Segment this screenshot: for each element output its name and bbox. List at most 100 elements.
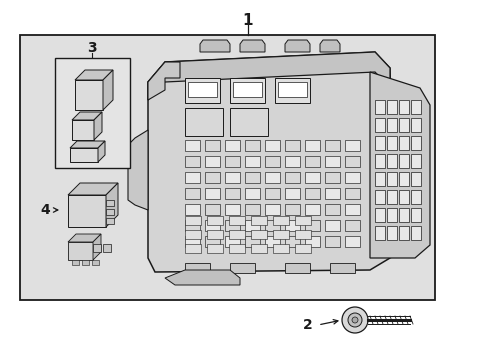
Point — [422, 253, 430, 258]
Point — [53, 280, 61, 285]
Point — [129, 134, 137, 139]
Point — [390, 290, 398, 296]
Point — [146, 167, 154, 173]
Point — [37, 144, 45, 149]
Point — [382, 285, 389, 291]
Point — [78, 163, 86, 168]
Point — [78, 201, 85, 207]
Point — [288, 43, 296, 49]
Point — [129, 91, 137, 97]
Point — [231, 89, 239, 95]
Point — [201, 187, 209, 193]
Point — [135, 221, 143, 227]
Point — [415, 205, 423, 211]
Point — [40, 77, 47, 83]
Point — [38, 273, 45, 279]
Point — [64, 243, 72, 248]
Point — [91, 69, 99, 75]
Point — [188, 269, 196, 274]
Point — [334, 271, 342, 277]
Point — [83, 247, 91, 253]
Bar — [250, 244, 266, 253]
Point — [158, 78, 165, 84]
Point — [118, 201, 125, 206]
Point — [102, 63, 110, 69]
Point — [46, 198, 54, 203]
Point — [140, 71, 148, 77]
Point — [421, 230, 428, 236]
Point — [339, 211, 347, 217]
Bar — [264, 236, 280, 247]
Point — [135, 170, 143, 176]
Point — [420, 105, 427, 111]
Point — [340, 128, 348, 134]
Point — [251, 84, 259, 90]
Point — [142, 195, 150, 201]
Point — [192, 230, 200, 235]
Point — [163, 70, 170, 76]
Bar — [410, 190, 420, 204]
Point — [152, 293, 160, 298]
Point — [268, 136, 276, 142]
Bar — [228, 216, 244, 225]
Point — [389, 292, 397, 297]
Point — [264, 283, 271, 288]
Point — [87, 172, 95, 178]
Point — [390, 172, 398, 178]
Point — [427, 120, 434, 126]
Point — [36, 272, 43, 278]
Bar — [374, 136, 384, 150]
Point — [407, 75, 414, 81]
Point — [357, 170, 365, 175]
Point — [283, 145, 291, 151]
Point — [372, 262, 380, 267]
Point — [423, 220, 431, 225]
Point — [280, 228, 288, 234]
Point — [405, 258, 413, 264]
Point — [317, 204, 325, 210]
Point — [343, 118, 351, 124]
Point — [169, 274, 177, 280]
Point — [378, 59, 386, 65]
Point — [319, 256, 326, 262]
Point — [39, 157, 47, 163]
Point — [75, 243, 83, 248]
Point — [425, 64, 433, 70]
Point — [333, 255, 341, 261]
Point — [369, 224, 377, 229]
Point — [331, 266, 339, 272]
Point — [89, 72, 97, 78]
Point — [215, 138, 223, 144]
Point — [164, 49, 172, 54]
Point — [334, 164, 342, 170]
Point — [120, 105, 127, 111]
Point — [349, 230, 357, 236]
Point — [90, 291, 98, 297]
Point — [182, 194, 189, 200]
Point — [107, 146, 115, 152]
Point — [104, 91, 112, 97]
Point — [63, 138, 71, 143]
Point — [73, 76, 81, 82]
Point — [395, 255, 403, 260]
Point — [76, 39, 84, 45]
Bar — [374, 154, 384, 168]
Point — [280, 149, 287, 155]
Point — [237, 53, 244, 59]
Point — [119, 169, 126, 175]
Point — [393, 51, 401, 57]
Point — [285, 224, 293, 230]
Point — [302, 134, 310, 140]
Point — [278, 277, 286, 283]
Point — [32, 143, 40, 148]
Point — [67, 48, 75, 54]
Point — [144, 105, 152, 111]
Point — [25, 172, 33, 177]
Point — [75, 115, 83, 121]
Point — [343, 170, 350, 175]
Point — [285, 98, 293, 104]
Point — [142, 193, 150, 199]
Point — [245, 225, 253, 230]
Point — [273, 280, 281, 285]
Point — [65, 242, 73, 248]
